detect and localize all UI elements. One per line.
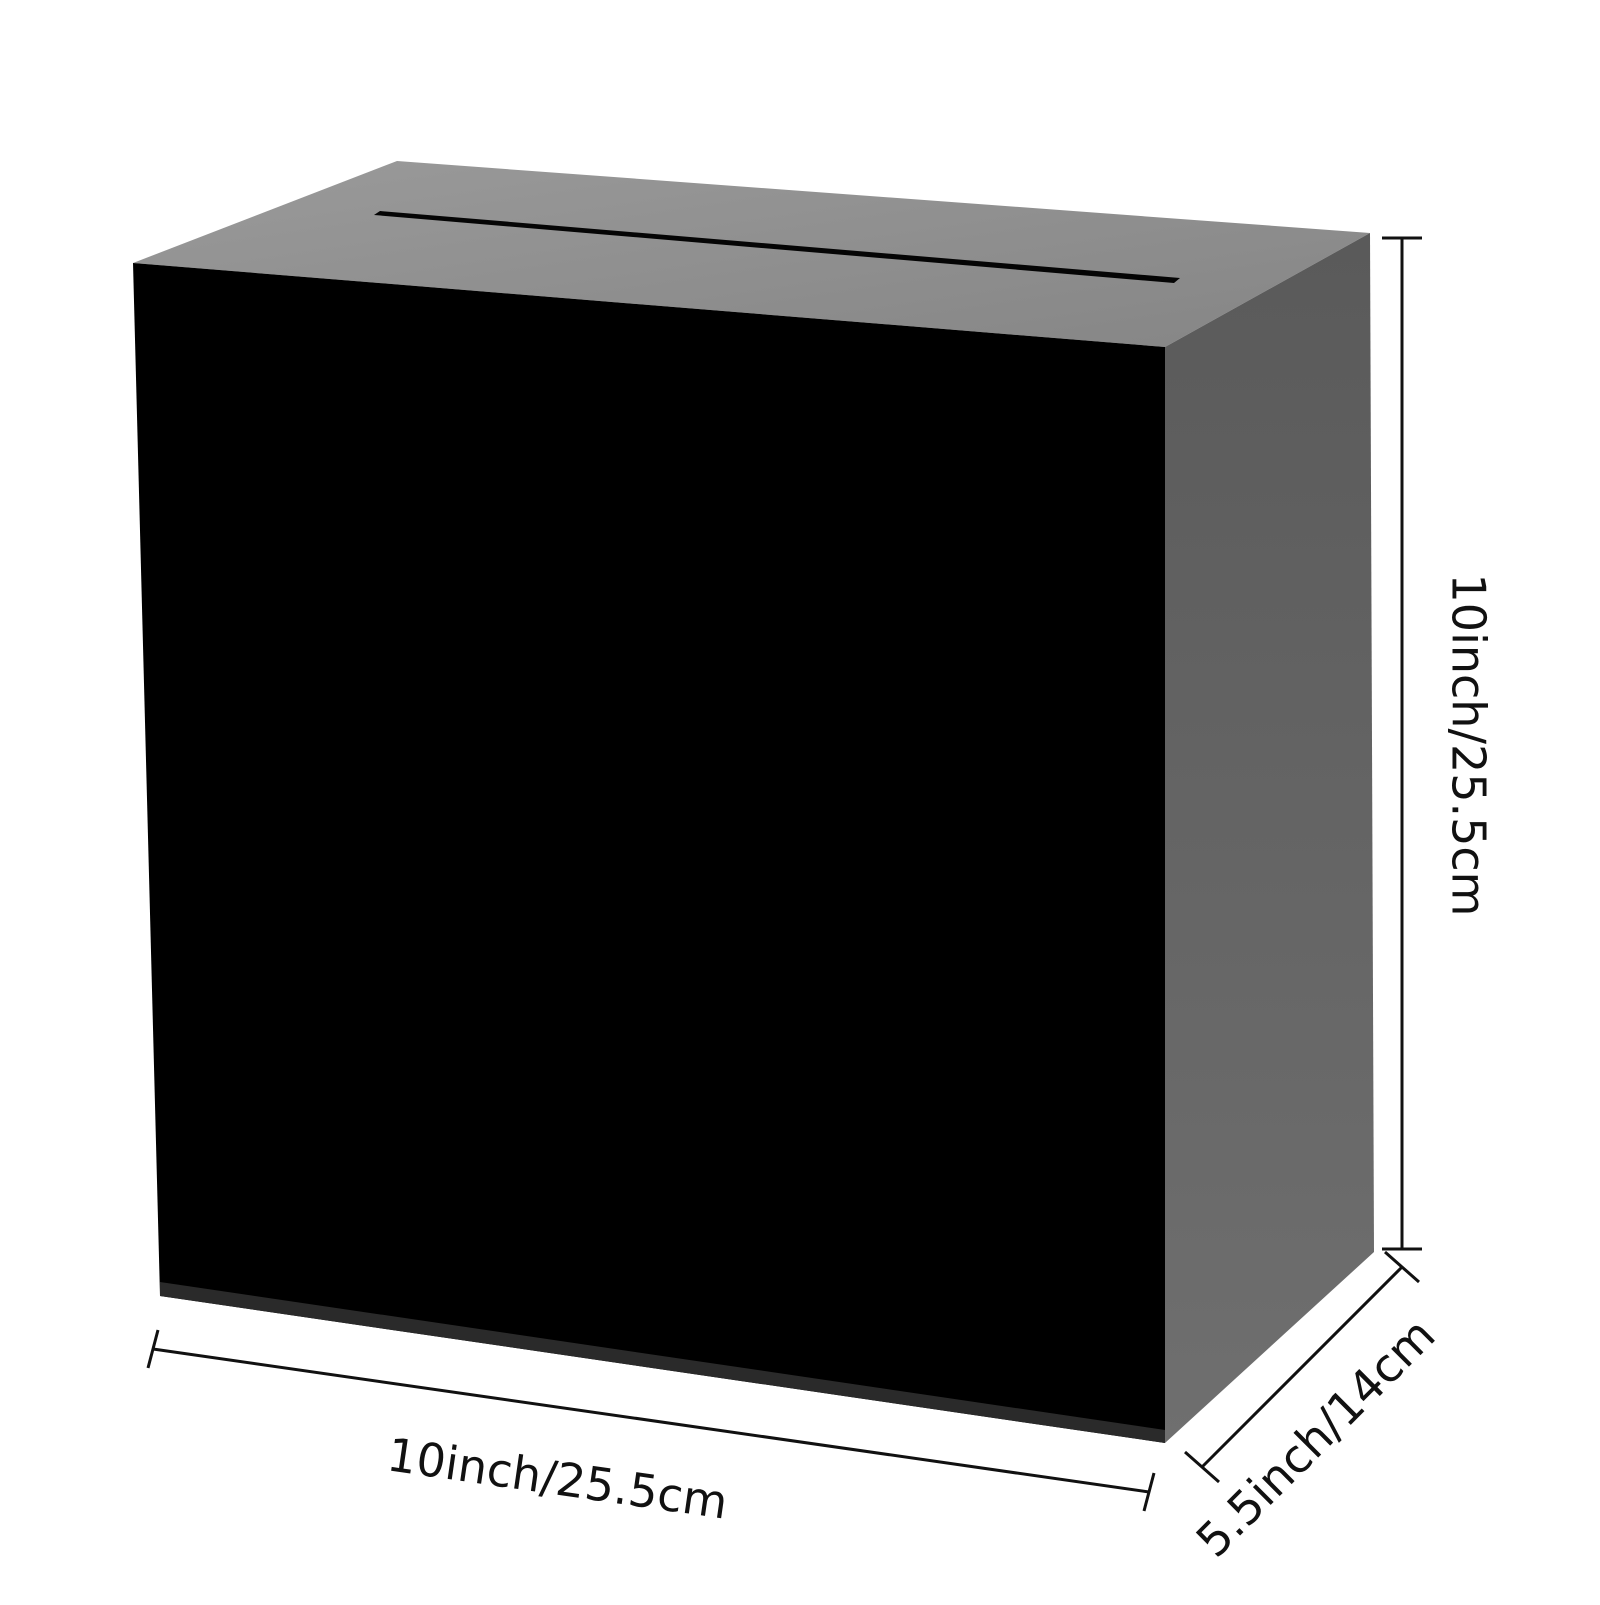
box xyxy=(133,161,1374,1443)
width-dimension-label: 10inch/25.5cm xyxy=(384,1427,731,1529)
box-front-face xyxy=(133,263,1165,1443)
height-dimension: 10inch/25.5cm xyxy=(1382,236,1496,1251)
box-slot xyxy=(374,211,1180,283)
width-dimension-line xyxy=(152,1347,1150,1494)
depth-dimension-tick-top xyxy=(1384,1250,1420,1284)
width-dimension-tick-right xyxy=(1142,1472,1156,1512)
depth-dimension-tick-bottom xyxy=(1184,1450,1220,1484)
box-top-face xyxy=(133,161,1370,347)
depth-dimension-line xyxy=(1200,1265,1404,1469)
height-dimension-label: 10inch/25.5cm xyxy=(1442,574,1496,917)
box-side-face xyxy=(1165,233,1374,1443)
box-bottom-edge xyxy=(160,1282,1165,1443)
width-dimension-tick-left xyxy=(146,1329,160,1369)
